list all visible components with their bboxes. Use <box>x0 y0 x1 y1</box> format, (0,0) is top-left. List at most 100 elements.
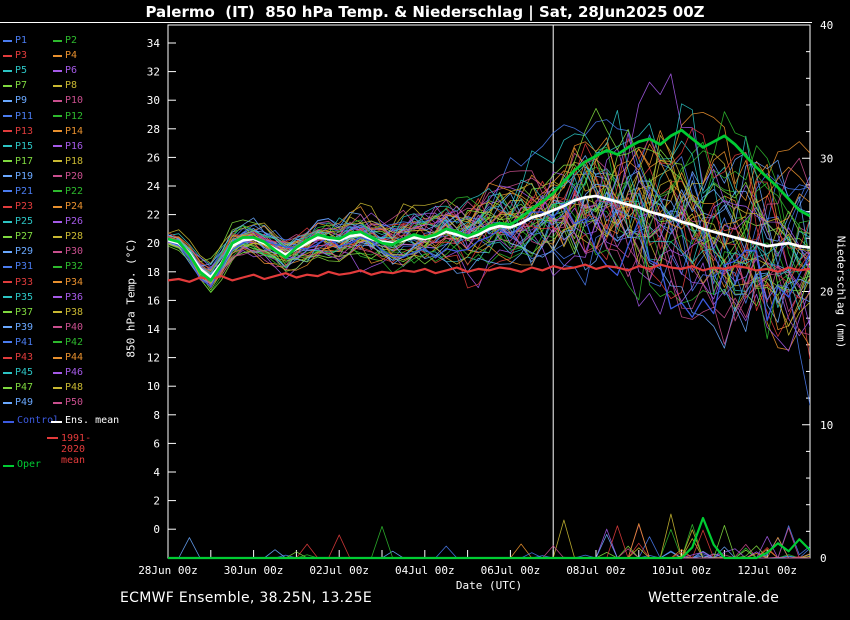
legend-member-P47: P47 <box>3 380 53 395</box>
temp-tick-label: 28 <box>147 123 160 136</box>
legend-member-label: P16 <box>65 140 84 152</box>
ensemble-member-precip-line <box>168 537 810 559</box>
legend-member-P24: P24 <box>53 199 105 214</box>
legend-line-swatch <box>3 39 12 42</box>
temp-tick-label: 4 <box>153 466 160 479</box>
ensemble-member-temp-line <box>168 141 810 271</box>
legend-special-label: Oper <box>17 459 42 471</box>
legend-member-P35: P35 <box>3 290 53 305</box>
legend-member-P27: P27 <box>3 229 53 244</box>
legend-line-swatch <box>3 281 12 284</box>
legend-member-label: P25 <box>15 216 34 228</box>
legend-member-P41: P41 <box>3 335 53 350</box>
legend-line-swatch <box>3 386 12 389</box>
ensemble-member-temp-line <box>168 175 810 312</box>
legend-member-P34: P34 <box>53 275 105 290</box>
date-tick-label: 06Jul 00z <box>481 564 541 577</box>
legend-member-P20: P20 <box>53 169 105 184</box>
legend-member-label: P12 <box>65 110 84 122</box>
legend-line-swatch <box>3 69 12 72</box>
legend-member-P32: P32 <box>53 259 105 274</box>
legend-member-P26: P26 <box>53 214 105 229</box>
legend-member-P10: P10 <box>53 93 105 108</box>
legend-member-P15: P15 <box>3 139 53 154</box>
ensemble-member-precip-line <box>168 519 810 559</box>
legend-member-P13: P13 <box>3 124 53 139</box>
temp-tick-label: 6 <box>153 437 160 450</box>
legend-member-P37: P37 <box>3 305 53 320</box>
legend-member-P42: P42 <box>53 335 105 350</box>
legend-member-label: P20 <box>65 170 84 182</box>
legend-line-swatch <box>53 296 62 299</box>
legend-member-P6: P6 <box>53 63 105 78</box>
footer-site: Wetterzentrale.de <box>648 590 780 606</box>
legend-line-swatch <box>53 311 62 314</box>
legend-member-label: P47 <box>15 382 34 394</box>
legend-member-P44: P44 <box>53 350 105 365</box>
legend-member-label: P31 <box>15 261 34 273</box>
legend-line-swatch <box>53 235 62 238</box>
temp-tick-label: 14 <box>147 323 161 336</box>
ensemble-member-precip-line <box>168 524 810 559</box>
legend-member-label: P32 <box>65 261 84 273</box>
legend-member-label: P17 <box>15 155 34 167</box>
temp-tick-label: 18 <box>147 266 160 279</box>
legend-special-label: Ens. mean <box>65 415 120 427</box>
legend-member-P40: P40 <box>53 320 105 335</box>
legend-member-P7: P7 <box>3 78 53 93</box>
ensemble-member-temp-line <box>168 110 810 277</box>
legend-member-P2: P2 <box>53 33 105 48</box>
ensemble-member-precip-line <box>168 537 810 559</box>
legend-member-label: P14 <box>65 125 84 137</box>
legend-member-P28: P28 <box>53 229 105 244</box>
legend-member-label: P30 <box>65 246 84 258</box>
legend-member-P9: P9 <box>3 93 53 108</box>
control-temp-line <box>168 202 810 322</box>
title-divider <box>0 22 812 23</box>
legend-member-label: P15 <box>15 140 34 152</box>
legend-line-swatch <box>3 160 12 163</box>
legend-member-P49: P49 <box>3 395 53 410</box>
ensemble-member-precip-line <box>168 548 810 559</box>
legend-member-P30: P30 <box>53 244 105 259</box>
oper-precip-line <box>168 516 810 560</box>
legend-member-label: P42 <box>65 336 84 348</box>
legend-line-swatch <box>53 371 62 374</box>
legend-member-label: P18 <box>65 155 84 167</box>
legend-member-label: P41 <box>15 336 34 348</box>
ensemble-member-temp-line <box>168 141 810 284</box>
legend-member-label: P44 <box>65 352 84 364</box>
legend-member-P14: P14 <box>53 124 105 139</box>
legend-line-swatch <box>3 145 12 148</box>
date-tick-label: 28Jun 00z <box>138 564 198 577</box>
legend-line-swatch <box>3 235 12 238</box>
date-tick-label: 02Jul 00z <box>309 564 369 577</box>
precip-tick-label: 30 <box>820 152 833 165</box>
ensemble-member-temp-line <box>168 146 810 304</box>
legend-line-swatch <box>3 190 12 193</box>
date-tick-label: 08Jul 00z <box>566 564 626 577</box>
legend-member-label: P39 <box>15 321 34 333</box>
legend-member-label: P6 <box>65 65 78 77</box>
precip-tick-label: 40 <box>820 19 833 32</box>
legend-member-label: P22 <box>65 185 84 197</box>
ensemble-legend: P1 P2 P3 P4 P5 P6 P7 P8 P9 P10 P11 P12 P13 P14 P15 P16 P… <box>3 33 129 479</box>
legend-member-label: P7 <box>15 80 28 92</box>
legend-member-label: P49 <box>15 397 34 409</box>
legend-special-label: Control <box>17 415 60 427</box>
legend-member-label: P24 <box>65 201 84 213</box>
legend-line-swatch <box>53 99 62 102</box>
legend-member-label: P36 <box>65 291 84 303</box>
legend-member-label: P2 <box>65 35 78 47</box>
legend-member-label: P37 <box>15 306 34 318</box>
legend-member-label: P3 <box>15 50 28 62</box>
legend-member-label: P45 <box>15 367 34 379</box>
temp-tick-label: 22 <box>147 209 160 222</box>
ensemble-member-precip-line <box>168 523 810 559</box>
ensemble-member-temp-line <box>168 143 810 300</box>
legend-member-P1: P1 <box>3 33 53 48</box>
legend-line-swatch <box>53 54 62 57</box>
legend-member-P46: P46 <box>53 365 105 380</box>
legend-line-swatch <box>53 115 62 118</box>
